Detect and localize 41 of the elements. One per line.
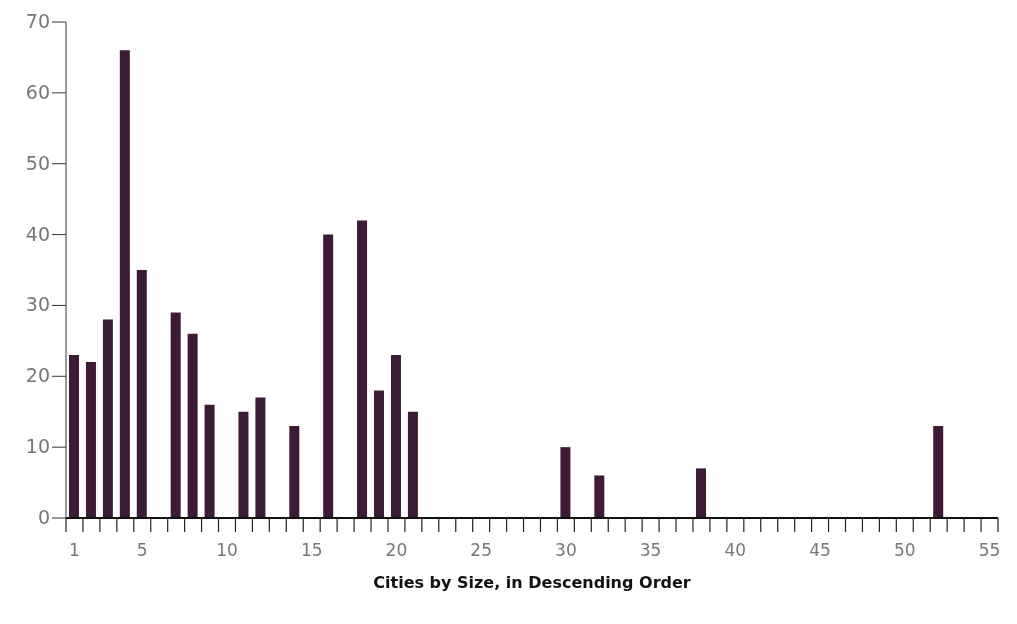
x-tick-label: 50 bbox=[893, 540, 916, 560]
bar bbox=[119, 50, 130, 518]
y-tick-label: 20 bbox=[25, 364, 50, 387]
bar bbox=[560, 447, 571, 518]
y-tick-label: 30 bbox=[25, 293, 50, 316]
x-tick-label: 55 bbox=[978, 540, 1001, 560]
y-tick-label: 70 bbox=[25, 10, 50, 32]
bar bbox=[357, 220, 368, 518]
bar bbox=[289, 425, 300, 518]
x-axis-title: Cities by Size, in Descending Order bbox=[373, 573, 691, 592]
bar bbox=[69, 355, 79, 518]
x-tick-label: 40 bbox=[724, 540, 747, 560]
bar bbox=[323, 234, 334, 518]
bar bbox=[255, 397, 266, 518]
y-tick-label: 40 bbox=[25, 222, 50, 245]
bar bbox=[102, 319, 113, 518]
bar bbox=[695, 468, 706, 518]
x-tick-label: 45 bbox=[809, 540, 831, 560]
bar bbox=[204, 404, 215, 518]
bar bbox=[238, 411, 249, 518]
x-tick-label: 30 bbox=[555, 540, 577, 560]
bar bbox=[136, 270, 147, 518]
x-tick-label: 15 bbox=[300, 540, 323, 560]
bar bbox=[374, 390, 385, 518]
bar bbox=[933, 425, 944, 518]
y-tick-label: 10 bbox=[25, 435, 50, 458]
bar bbox=[187, 333, 198, 518]
bar bbox=[407, 411, 418, 518]
x-tick-label: 25 bbox=[470, 540, 492, 560]
bar bbox=[170, 312, 181, 518]
x-tick-label: 20 bbox=[385, 540, 408, 560]
x-tick-label: 10 bbox=[216, 540, 238, 560]
x-tick-label: 5 bbox=[136, 540, 148, 560]
bar bbox=[594, 475, 605, 518]
x-tick-label: 35 bbox=[639, 540, 662, 560]
bar bbox=[390, 355, 401, 518]
bar bbox=[85, 362, 96, 518]
x-tick-label: 1 bbox=[69, 540, 80, 560]
y-tick-label: 60 bbox=[25, 80, 50, 103]
y-tick-label: 0 bbox=[37, 506, 50, 528]
y-tick-label: 50 bbox=[25, 151, 50, 174]
